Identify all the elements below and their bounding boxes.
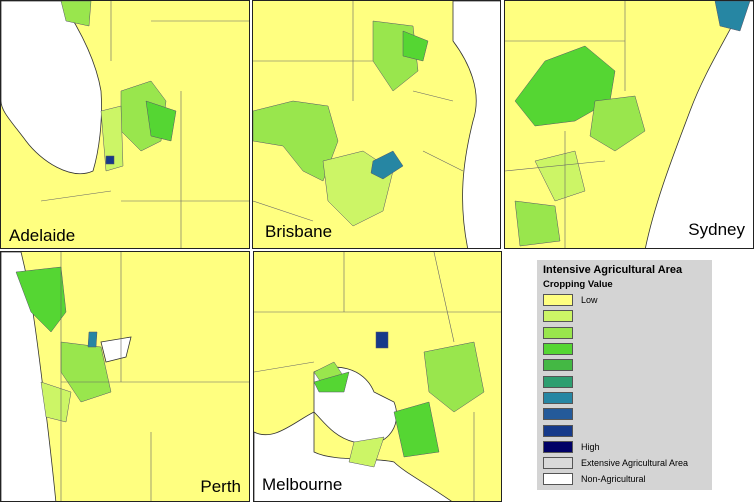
legend-item: Extensive Agricultural Area [543,455,706,471]
region [145,100,177,142]
legend-item [543,325,706,341]
panel-label: Sydney [688,220,745,239]
legend-item [543,390,706,406]
map-panel: Melbourne [253,251,502,502]
boundary [40,1,249,248]
region [514,200,561,247]
sea [254,366,452,501]
region [714,1,751,32]
legend-label: Non-Agricultural [581,474,646,485]
legend-swatch [543,473,573,486]
legend-swatch [543,391,573,404]
legend-swatch [543,424,573,437]
legend: Intensive Agricultural Area Cropping Val… [537,260,712,490]
legend-item [543,357,706,373]
legend-swatch [543,326,573,339]
legend-swatch [543,375,573,388]
map-panel: Adelaide [0,0,250,249]
legend-swatch [543,440,573,453]
region [402,30,429,62]
legend-item: Non-Agricultural [543,471,706,487]
region [514,45,616,127]
region [253,100,339,182]
region [60,1,92,27]
legend-swatch [543,408,573,421]
legend-swatch [543,343,573,356]
panel-label: Brisbane [265,222,332,241]
legend-swatch [543,457,573,470]
region [15,266,67,333]
boundary [253,1,464,222]
map-panel: Sydney [504,0,754,249]
region [105,155,115,165]
legend-item [543,373,706,389]
region [375,331,389,349]
legend-label: Low [581,295,598,306]
legend-swatch [543,359,573,372]
region [393,401,440,458]
legend-item: Low [543,292,706,308]
legend-items: Low High Extensive Agricultural Area Non-Ag… [543,292,706,488]
legend-label: High [581,441,600,452]
panel-label: Perth [200,477,241,496]
boundary [60,252,249,501]
boundary [505,1,626,248]
legend-label: Extensive Agricultural Area [581,458,689,469]
legend-item: High [543,439,706,455]
region [370,150,404,180]
legend-item [543,308,706,324]
legend-title: Intensive Agricultural Area [543,264,683,276]
legend-swatch [543,294,573,307]
panel-label: Melbourne [262,475,342,494]
legend-item [543,406,706,422]
boundary [254,252,501,501]
sea [100,336,132,363]
map-panel: Brisbane [252,0,501,249]
sea [645,1,753,248]
legend-item [543,341,706,357]
region [423,341,485,413]
map-panel: Perth [0,251,250,502]
panel-label: Adelaide [9,226,75,245]
region [87,331,98,348]
legend-item [543,422,706,438]
region [589,95,646,152]
region [534,150,586,202]
sea [1,1,102,175]
legend-subtitle: Cropping Value [543,279,613,290]
region [313,371,350,393]
sea [452,1,500,248]
legend-swatch [543,310,573,323]
region [100,105,124,172]
region [348,436,385,468]
